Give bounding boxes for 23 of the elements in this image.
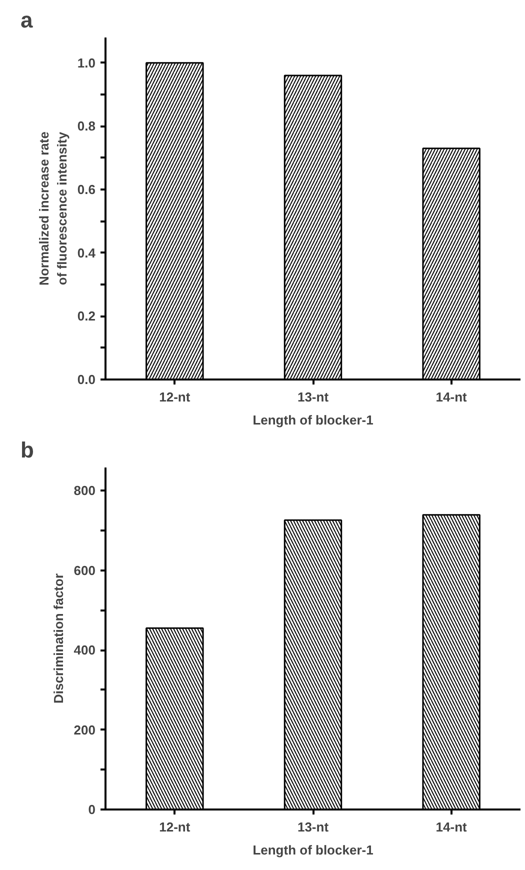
y-tick-label: 0.4 bbox=[77, 245, 96, 260]
y-tick-label: 0.2 bbox=[77, 308, 96, 324]
y-tick-label: 0.6 bbox=[77, 182, 96, 197]
y-tick-label: 200 bbox=[74, 722, 96, 738]
y-tick-label: 0.8 bbox=[77, 118, 96, 134]
chart-title: a bbox=[20, 8, 34, 32]
chart-title: b bbox=[20, 438, 34, 462]
x-axis-title: Length of blocker-1 bbox=[252, 412, 374, 428]
x-tick-label: 13-nt bbox=[297, 820, 330, 834]
x-tick-label: 13-nt bbox=[297, 390, 330, 404]
x-tick-label: 14-nt bbox=[436, 390, 468, 404]
x-tick-label: 12-nt bbox=[159, 820, 191, 834]
x-tick-label: 14-nt bbox=[436, 820, 468, 834]
y-axis-title: Discrimination factor bbox=[50, 573, 66, 704]
y-tick-label: 400 bbox=[74, 642, 96, 658]
x-tick-label: 12-nt bbox=[159, 390, 191, 404]
y-tick-label: 1.0 bbox=[77, 55, 96, 70]
x-axis-title: Length of blocker-1 bbox=[252, 842, 374, 858]
y-tick-label: 0.0 bbox=[77, 372, 96, 387]
y-tick-label: 0 bbox=[88, 802, 96, 817]
y-tick-label: 600 bbox=[74, 562, 96, 578]
y-axis-title: Normalized increase rate of fluorescence intensity bbox=[36, 131, 70, 286]
y-tick-label: 800 bbox=[74, 483, 96, 498]
